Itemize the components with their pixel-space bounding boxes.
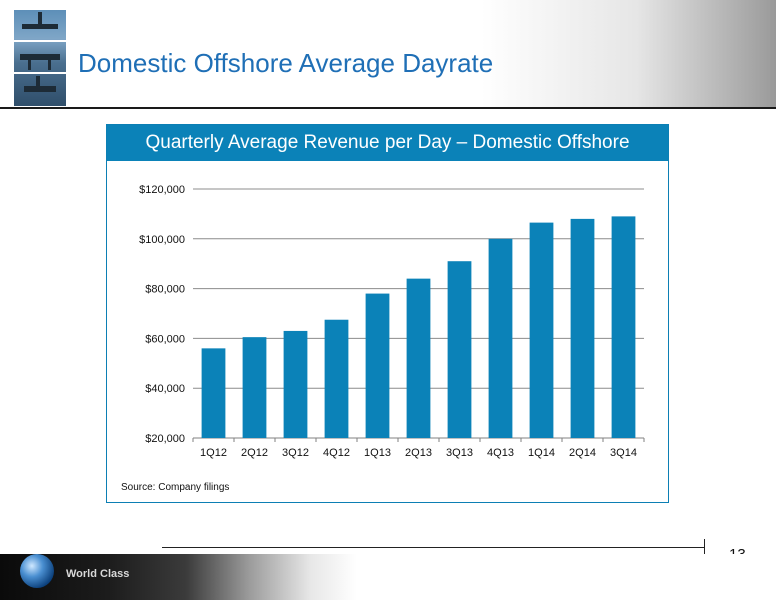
x-tick-label: 1Q12 — [200, 447, 227, 459]
bar — [365, 293, 390, 438]
rig-leg — [48, 60, 51, 70]
rig-derrick — [38, 12, 42, 26]
bar — [611, 216, 636, 438]
globe-icon — [20, 554, 54, 588]
bar — [406, 278, 431, 438]
rig-deck — [20, 54, 60, 60]
y-tick-label: $40,000 — [145, 383, 185, 395]
x-tick-label: 2Q12 — [241, 447, 268, 459]
footer-band — [0, 554, 776, 600]
bar — [242, 337, 267, 438]
y-tick-label: $120,000 — [139, 184, 185, 196]
x-tick-label: 1Q14 — [528, 447, 555, 459]
x-tick-label: 4Q12 — [323, 447, 350, 459]
bar-chart: $20,000 $40,000 $60,000 $80,000 $100,000 $120… — [139, 184, 645, 459]
x-tick-label: 3Q14 — [610, 447, 637, 459]
chart-panel: Quarterly Average Revenue per Day – Dome… — [106, 124, 669, 503]
y-tick-label: $20,000 — [145, 433, 185, 445]
source-note: Source: Company filings — [121, 482, 230, 493]
bar — [447, 261, 472, 438]
x-tick-label: 2Q13 — [405, 447, 432, 459]
footer-divider-tick — [704, 539, 705, 555]
chart-title: Quarterly Average Revenue per Day – Dome… — [107, 125, 668, 161]
x-tick-label: 2Q14 — [569, 447, 596, 459]
header-band — [0, 0, 776, 109]
page-title: Domestic Offshore Average Dayrate — [78, 48, 494, 78]
bar — [201, 348, 226, 438]
y-tick-label: $60,000 — [145, 333, 185, 345]
rig-leg — [28, 60, 31, 70]
bar — [570, 218, 595, 438]
x-tick-label: 3Q12 — [282, 447, 309, 459]
x-tick-label: 1Q13 — [364, 447, 391, 459]
photo-divider — [14, 40, 66, 42]
y-tick-label: $80,000 — [145, 284, 185, 296]
x-tick-label: 3Q13 — [446, 447, 473, 459]
x-tick-label: 4Q13 — [487, 447, 514, 459]
photo-divider — [14, 72, 66, 74]
rig-deck — [24, 86, 56, 92]
brand-text: World Class — [66, 568, 130, 580]
offshore-rig-photo-icon — [14, 10, 66, 106]
rig-derrick — [36, 76, 40, 88]
rig-deck — [22, 24, 58, 29]
bar — [324, 319, 349, 438]
y-tick-label: $100,000 — [139, 234, 185, 246]
bar — [488, 238, 513, 438]
footer-divider — [162, 547, 705, 548]
bar — [529, 222, 554, 438]
bar — [283, 330, 308, 438]
